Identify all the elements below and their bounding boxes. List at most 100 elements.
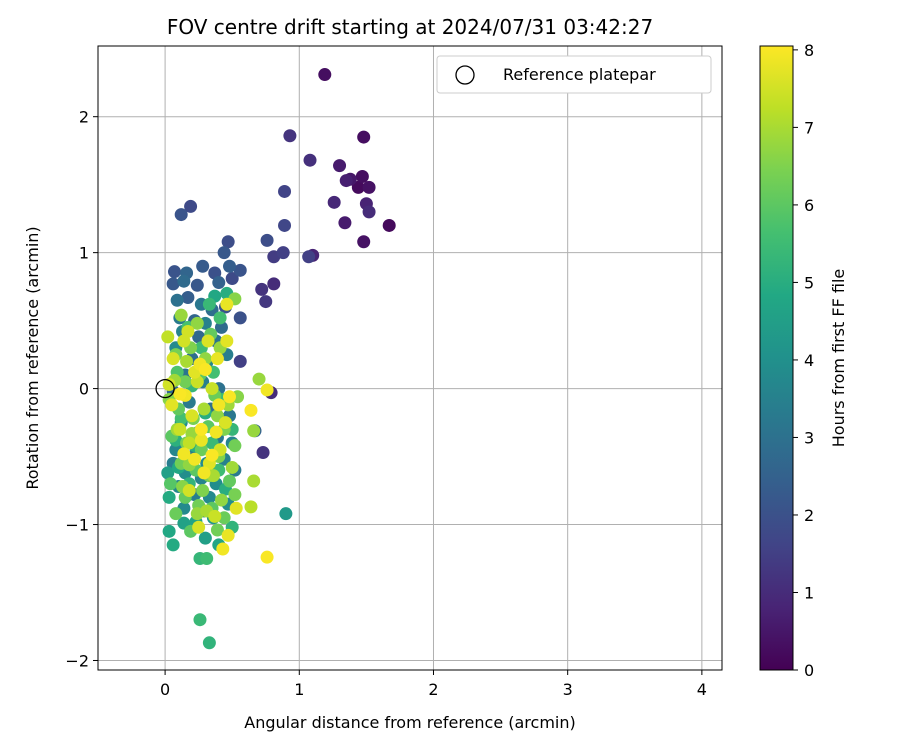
data-point: [209, 425, 223, 439]
data-point: [190, 278, 204, 292]
y-tick-label: 0: [79, 380, 89, 399]
data-point: [327, 195, 341, 209]
data-point: [225, 271, 239, 285]
data-point: [162, 524, 176, 538]
data-point: [190, 316, 204, 330]
data-point: [267, 277, 281, 291]
data-point: [233, 263, 247, 277]
data-point: [161, 330, 175, 344]
chart-title: FOV centre drift starting at 2024/07/31 …: [167, 15, 653, 39]
data-point: [252, 372, 266, 386]
data-point: [197, 466, 211, 480]
data-point: [338, 216, 352, 230]
data-point: [198, 363, 212, 377]
data-point: [233, 311, 247, 325]
data-point: [184, 199, 198, 213]
data-point: [260, 233, 274, 247]
data-point: [302, 250, 316, 264]
x-tick-label: 3: [563, 680, 573, 699]
colorbar-tick-label: 6: [804, 196, 814, 215]
data-point: [188, 452, 202, 466]
legend-entry: Reference platepar: [503, 65, 656, 84]
data-point: [201, 334, 215, 348]
data-point: [178, 375, 192, 389]
y-tick-label: 2: [79, 108, 89, 127]
data-point: [173, 422, 187, 436]
data-point: [202, 297, 216, 311]
data-point: [362, 180, 376, 194]
data-point: [180, 354, 194, 368]
data-point: [182, 484, 196, 498]
data-point: [279, 507, 293, 521]
data-point: [210, 352, 224, 366]
data-point: [182, 436, 196, 450]
data-point: [196, 259, 210, 273]
data-point: [223, 390, 237, 404]
data-point: [357, 130, 371, 144]
colorbar-tick-label: 0: [804, 661, 814, 680]
data-point: [185, 409, 199, 423]
y-tick-label: −2: [65, 651, 89, 670]
data-point: [212, 276, 226, 290]
data-point: [161, 466, 175, 480]
data-point: [333, 159, 347, 173]
data-point: [260, 550, 274, 564]
legend-box: [436, 55, 712, 94]
data-point: [214, 320, 228, 334]
data-point: [220, 297, 234, 311]
data-point: [276, 246, 290, 260]
data-point: [247, 424, 261, 438]
colorbar-tick-label: 4: [804, 351, 814, 370]
data-point: [218, 416, 232, 430]
data-point: [198, 531, 212, 545]
x-tick-label: 1: [294, 680, 304, 699]
data-point: [351, 180, 365, 194]
legend-marker: [455, 65, 475, 85]
data-point: [278, 218, 292, 232]
data-point: [202, 636, 216, 650]
data-point: [166, 352, 180, 366]
data-point: [255, 282, 269, 296]
data-point: [166, 538, 180, 552]
data-point: [167, 265, 181, 279]
colorbar-tick-label: 2: [804, 506, 814, 525]
data-point: [194, 433, 208, 447]
data-point: [212, 398, 226, 412]
data-point: [260, 383, 274, 397]
data-point: [181, 291, 195, 305]
data-point: [200, 552, 214, 566]
data-point: [220, 334, 234, 348]
data-point: [278, 184, 292, 198]
x-axis-label: Angular distance from reference (arcmin): [244, 713, 575, 732]
data-point: [228, 439, 242, 453]
x-tick-label: 0: [160, 680, 170, 699]
data-point: [169, 507, 183, 521]
data-point: [247, 474, 261, 488]
data-point: [177, 274, 191, 288]
colorbar-tick-label: 7: [804, 118, 814, 137]
data-point: [205, 382, 219, 396]
data-point: [229, 501, 243, 515]
data-point: [192, 520, 206, 534]
data-point: [173, 387, 187, 401]
x-axis-ticks: 0 1 2 3 4: [160, 670, 707, 699]
data-point: [196, 484, 210, 498]
data-point: [223, 474, 237, 488]
data-point: [208, 509, 222, 523]
plot-frame: [97, 45, 723, 671]
x-tick-label: 4: [697, 680, 707, 699]
data-point: [213, 311, 227, 325]
data-point: [181, 324, 195, 338]
data-point: [339, 174, 353, 188]
data-points: [155, 68, 396, 650]
data-point: [177, 447, 191, 461]
y-tick-label: −1: [65, 516, 89, 535]
colorbar: [759, 45, 794, 671]
data-point: [244, 403, 258, 417]
data-point: [170, 293, 184, 307]
y-axis-ticks: −2 −1 0 1 2: [65, 108, 98, 670]
colorbar-tick-label: 8: [804, 41, 814, 60]
data-point: [194, 422, 208, 436]
data-point: [233, 354, 247, 368]
